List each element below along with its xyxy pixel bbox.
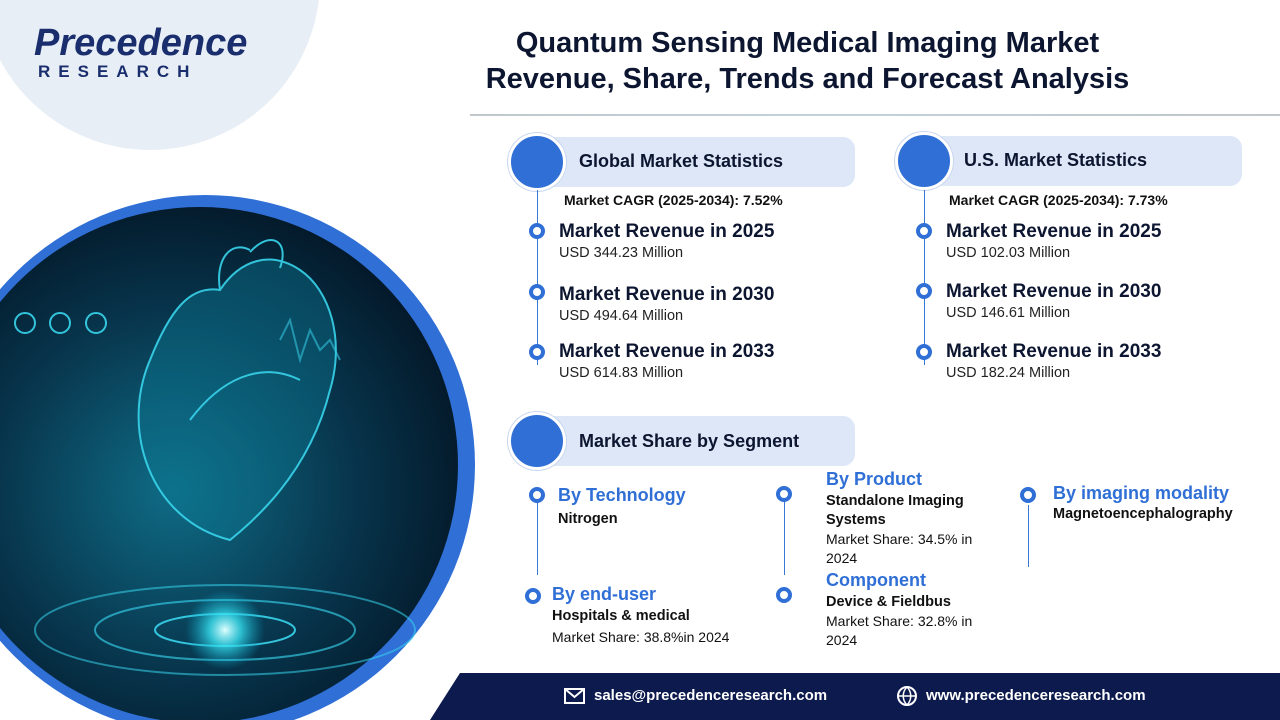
segment-value: Hospitals & medical xyxy=(552,608,690,624)
segment-share: Market Share: 38.8%in 2024 xyxy=(552,629,730,645)
section-heading: Market Share by Segment xyxy=(579,431,800,451)
logo-sub: RESEARCH xyxy=(38,62,198,81)
stat-label: Market Revenue in 2030 xyxy=(559,284,775,305)
segment-label: Component xyxy=(826,570,926,590)
title-line: Quantum Sensing Medical Imaging Market xyxy=(515,27,1100,59)
header-pill xyxy=(530,137,855,187)
stat-value: USD 494.64 Million xyxy=(559,308,684,324)
bullet xyxy=(776,486,792,502)
stat-value: USD 344.23 Million xyxy=(559,245,684,261)
bullet xyxy=(916,223,932,239)
title-line: Revenue, Share, Trends and Forecast Anal… xyxy=(485,63,1130,95)
segment-label: By end-user xyxy=(552,584,657,604)
header-pill xyxy=(530,416,855,466)
cagr: Market CAGR (2025-2034): 7.52% xyxy=(564,192,783,208)
bullet xyxy=(529,223,545,239)
stat-label: Market Revenue in 2033 xyxy=(946,341,1162,362)
stat-value: USD 182.24 Million xyxy=(946,365,1071,381)
connector xyxy=(784,500,785,575)
segment-share: Market Share: 34.5% in 2024 xyxy=(826,531,973,566)
header-pill xyxy=(917,136,1242,186)
stat-value: USD 102.03 Million xyxy=(946,245,1071,261)
segment-label: By imaging modality xyxy=(1053,483,1230,503)
stat-label: Market Revenue in 2030 xyxy=(946,281,1162,302)
section-heading: Global Market Statistics xyxy=(579,151,784,171)
bullet xyxy=(529,344,545,360)
pie-icon xyxy=(508,412,566,470)
footer-email: sales@precedenceresearch.com xyxy=(594,687,828,704)
section-heading: U.S. Market Statistics xyxy=(964,150,1148,170)
segment-share: Market Share: 32.8% in 2024 xyxy=(826,613,973,648)
chart-icon xyxy=(895,132,953,190)
bullet xyxy=(916,283,932,299)
stat-label: Market Revenue in 2025 xyxy=(946,221,1162,242)
connector xyxy=(537,500,538,575)
stat-label: Market Revenue in 2033 xyxy=(559,341,775,362)
segment-label: By Technology xyxy=(558,485,686,505)
logo-name: Precedence xyxy=(34,22,248,64)
connector xyxy=(924,190,925,365)
segment-value: Magnetoencephalography xyxy=(1053,506,1233,522)
segment-value: Device & Fieldbus xyxy=(826,594,951,610)
segment-value: Nitrogen xyxy=(558,511,618,527)
bullet xyxy=(529,487,545,503)
segment-label: By Product xyxy=(826,469,923,489)
stat-value: USD 146.61 Million xyxy=(946,305,1071,321)
bullet xyxy=(1020,487,1036,503)
stat-label: Market Revenue in 2025 xyxy=(559,221,775,242)
bullet xyxy=(529,284,545,300)
bullet xyxy=(525,588,541,604)
bullet xyxy=(916,344,932,360)
cagr: Market CAGR (2025-2034): 7.73% xyxy=(949,192,1168,208)
footer-web: www.precedenceresearch.com xyxy=(926,687,1146,704)
chart-icon xyxy=(508,133,566,191)
connector xyxy=(537,190,538,365)
bullet xyxy=(776,587,792,603)
stat-value: USD 614.83 Million xyxy=(559,365,684,381)
segment-value: Standalone Imaging Systems xyxy=(826,493,964,528)
connector xyxy=(1028,505,1029,567)
